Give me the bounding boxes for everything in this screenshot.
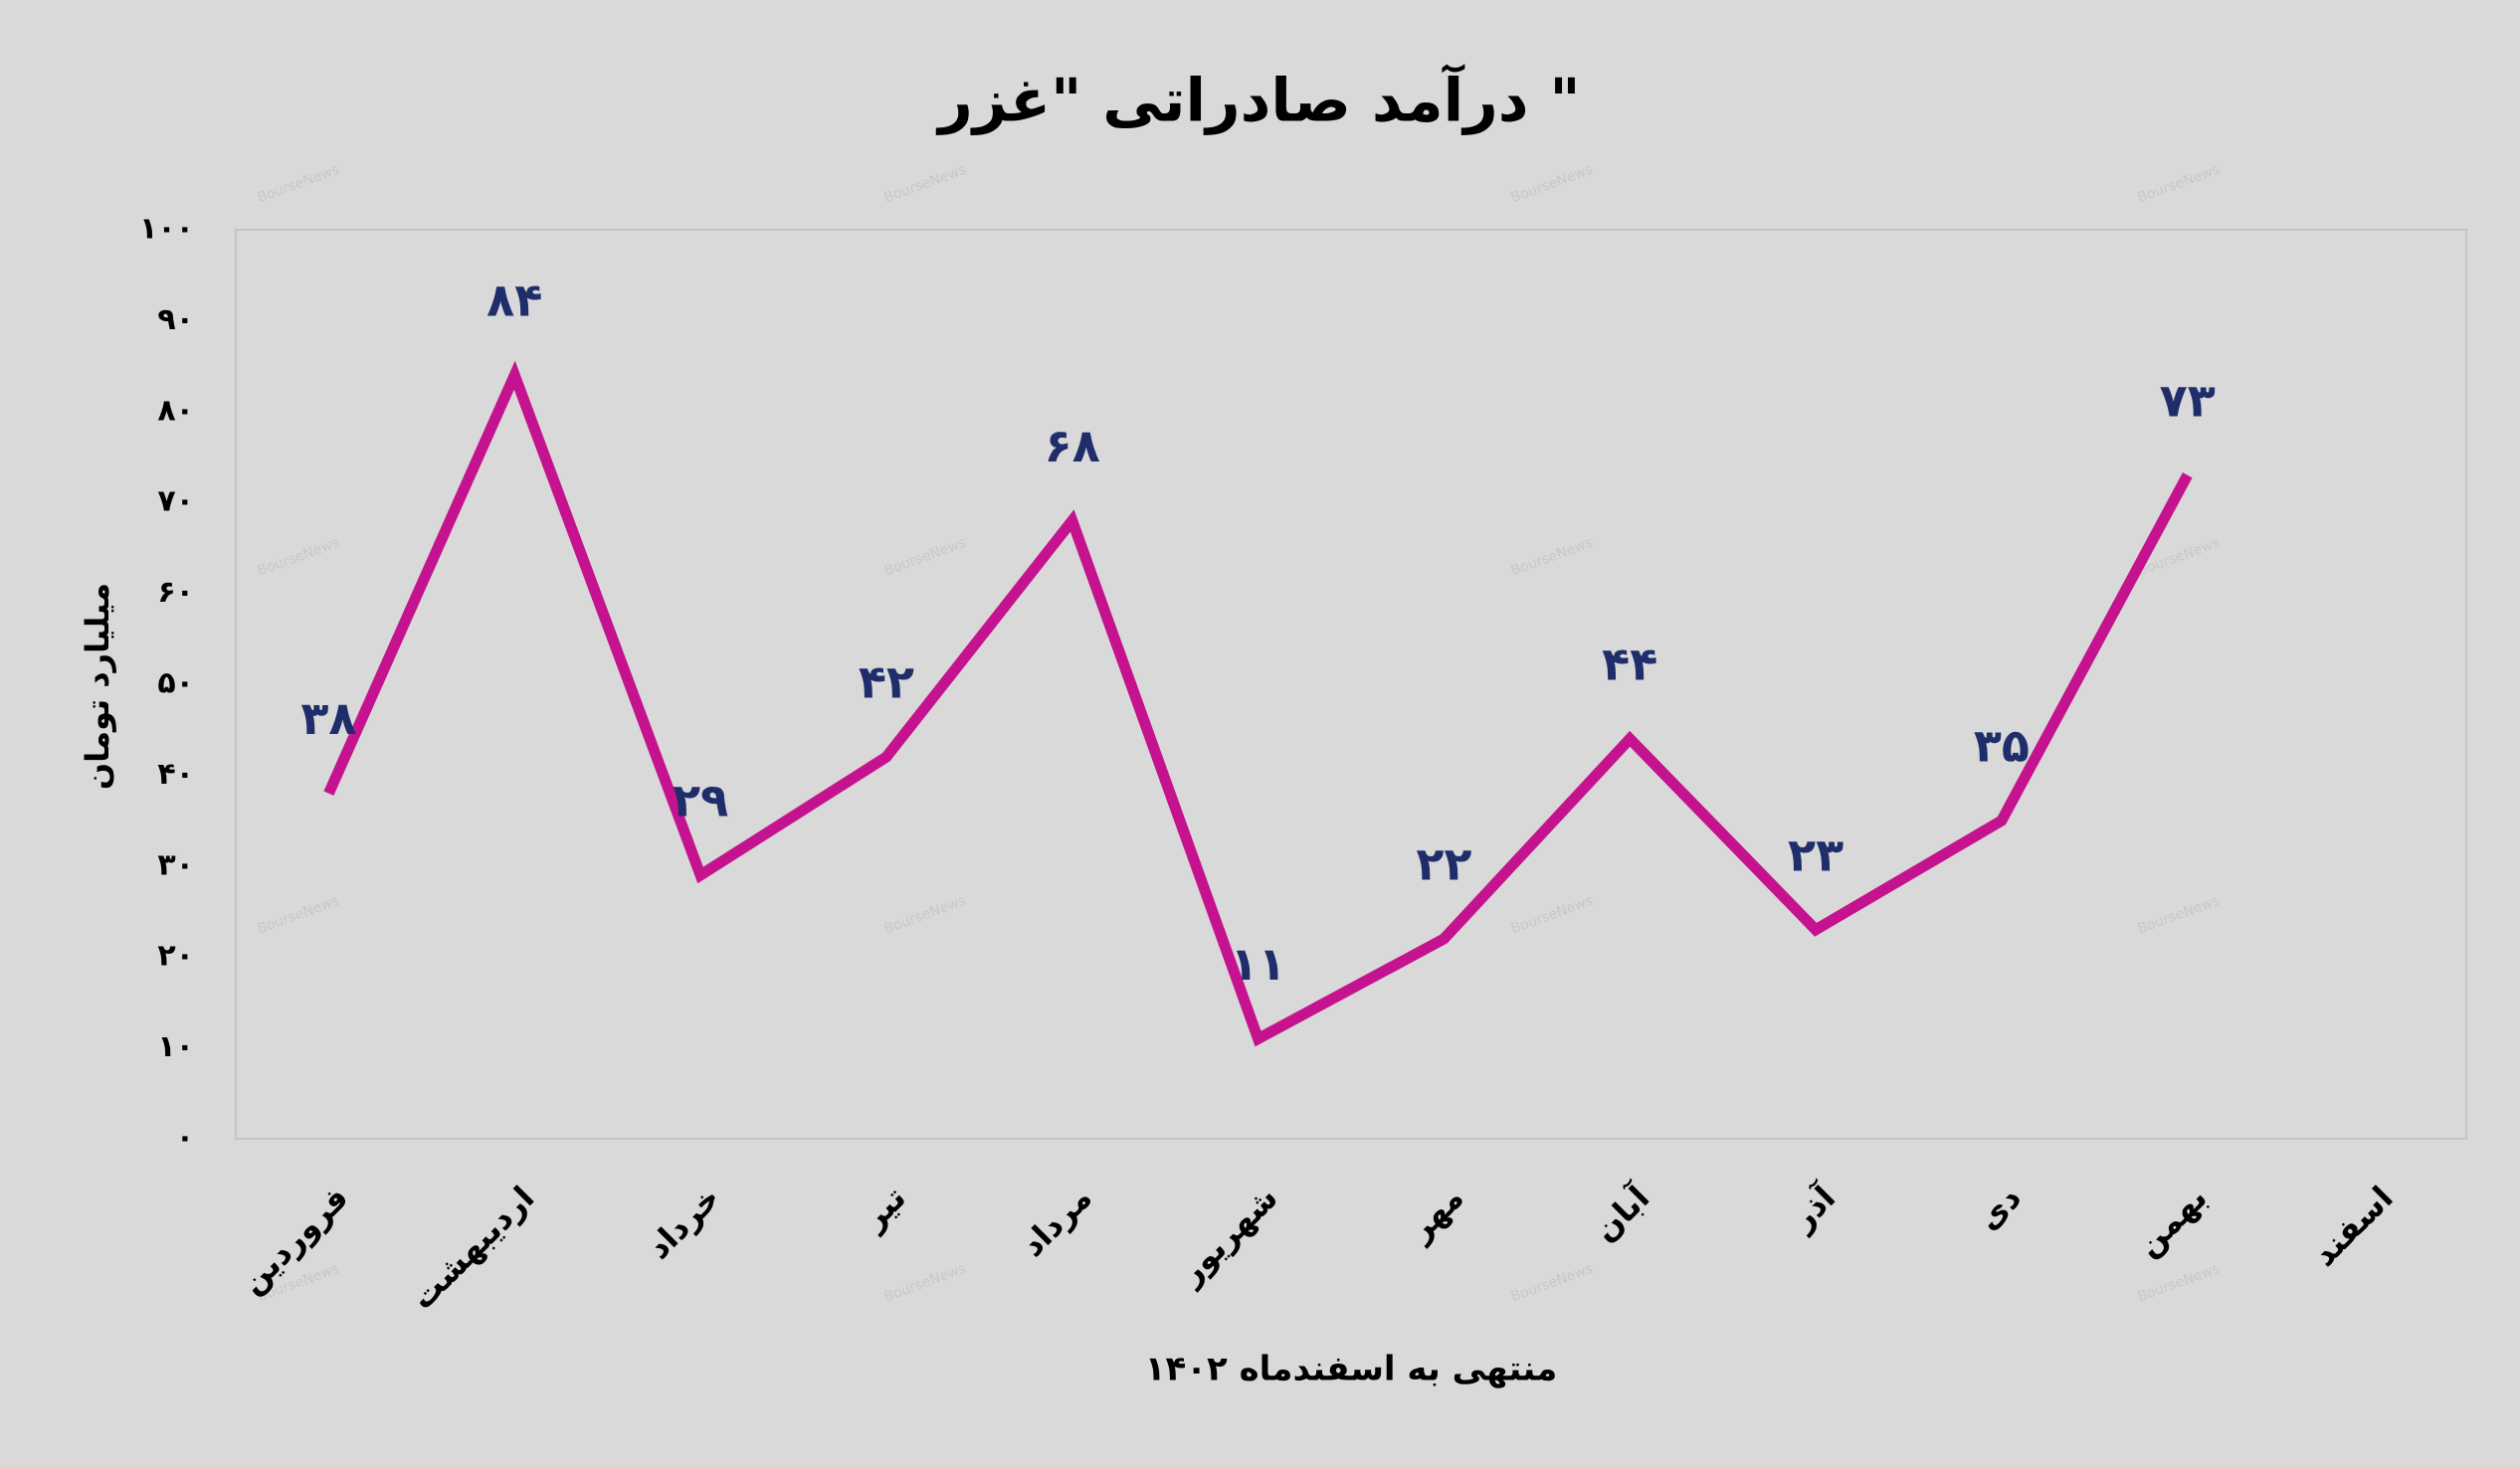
- data-label: ۲۲: [1416, 836, 1471, 890]
- data-label: ۶۸: [1045, 419, 1100, 472]
- data-label: ۱۱: [1231, 937, 1286, 991]
- x-axis-label: منتهی به اسفندماه ۱۴۰۲: [1145, 1350, 1558, 1389]
- y-tick-label: ۱۰: [157, 1029, 194, 1064]
- y-tick-label: ۶۰: [157, 575, 194, 610]
- y-tick-label: ۴۰: [157, 757, 194, 792]
- data-label: ۸۴: [486, 274, 542, 327]
- y-tick-label: ۳۰: [157, 847, 194, 882]
- y-tick-label: ۰: [176, 1121, 194, 1156]
- data-label: ۳۸: [300, 691, 356, 745]
- line-series: [323, 360, 2193, 1047]
- data-label: ۴۴: [1602, 637, 1657, 690]
- data-label: ۲۹: [673, 773, 728, 826]
- y-tick-label: ۸۰: [157, 393, 194, 428]
- data-label: ۲۳: [1788, 827, 1843, 881]
- y-axis-label: میلیارد تومان: [79, 583, 116, 790]
- plot-area: [235, 229, 2467, 1140]
- data-label: ۳۵: [1974, 719, 2030, 773]
- data-label: ۷۳: [2160, 373, 2216, 427]
- data-label: ۴۲: [859, 655, 914, 709]
- y-tick-label: ۱۰۰: [139, 212, 194, 247]
- y-tick-label: ۷۰: [157, 484, 194, 519]
- y-tick-label: ۵۰: [157, 666, 194, 701]
- chart-title: درآمد صادراتی "غزر ": [935, 64, 1580, 136]
- y-tick-label: ۹۰: [157, 302, 194, 337]
- y-tick-label: ۲۰: [157, 939, 194, 974]
